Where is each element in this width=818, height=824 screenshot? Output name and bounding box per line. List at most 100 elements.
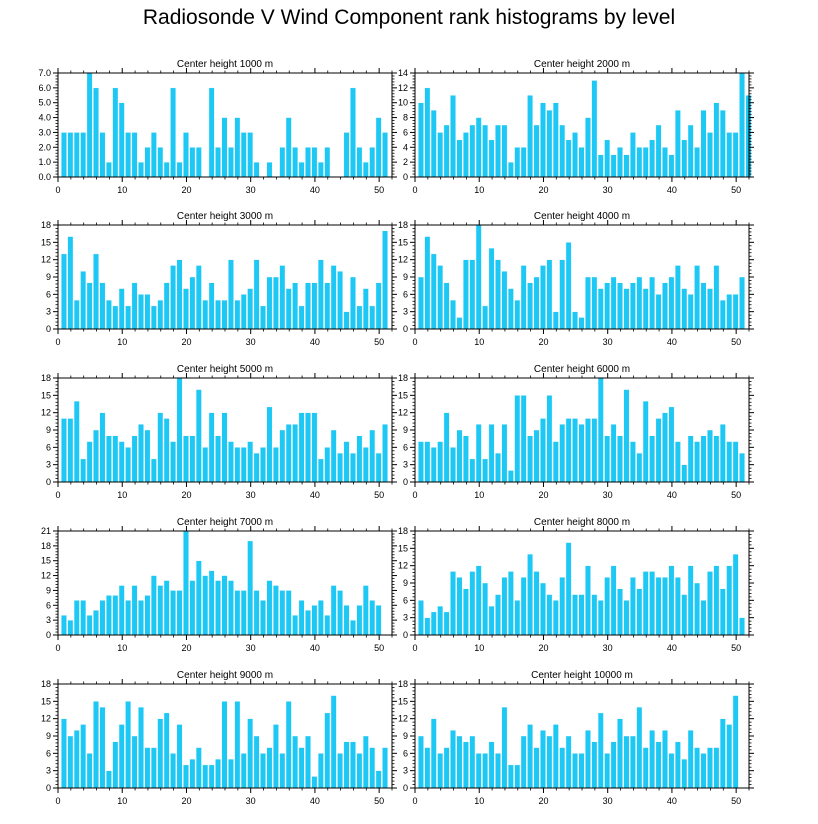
y-tick-label: 18 [41,220,51,230]
bar [93,610,99,636]
bar [61,132,67,178]
bar [623,389,630,483]
bar [176,724,183,789]
bar [99,412,106,483]
bar [382,747,388,789]
bar [311,776,318,789]
bar [713,565,720,636]
bar [234,117,241,178]
bar [604,282,611,330]
panel-5: Center height 5000 m 0 3 6 9 12 15 18 0 10 20 30 40 5… [41,364,397,500]
y-tick-label: 18 [41,373,51,383]
bar [215,758,221,789]
bar [462,741,469,789]
bar [189,435,196,483]
x-tick-label: 0 [55,490,60,500]
bar [105,435,112,483]
bar [350,452,356,483]
bar [362,447,369,483]
bar [687,730,694,789]
bar [585,276,591,330]
panel-title: Center height 3000 m [177,211,273,222]
y-tick-label: 15 [398,237,408,247]
bar [443,611,450,636]
x-tick-label: 30 [603,185,613,195]
bar [176,259,183,330]
bar [234,447,241,483]
bar [317,600,324,636]
bar [732,695,739,789]
bar [443,282,450,330]
bar [195,389,202,483]
bar [215,299,221,330]
bar [617,435,623,483]
bar [369,305,376,330]
bar [292,147,299,178]
y-tick-label: 6 [403,289,408,299]
bar [642,400,649,483]
bar [240,132,247,178]
bar [462,259,469,330]
bar [67,619,74,636]
bar [668,276,675,330]
bar [285,590,292,636]
y-tick-label: 10 [398,98,408,108]
x-tick-label: 10 [117,337,127,347]
y-tick-label: 12 [41,255,51,265]
bar [382,230,388,330]
y-tick-label: 5.0 [38,98,51,108]
bar [105,595,112,636]
bar [585,565,591,636]
x-tick-label: 50 [374,643,384,653]
x-tick-label: 0 [55,643,60,653]
bar [183,435,189,483]
bar [514,764,521,789]
bar [674,109,681,178]
bar [221,117,228,178]
bar [649,571,656,636]
y-tick-label: 18 [41,679,51,689]
bar [437,132,444,178]
bar [732,441,739,483]
y-tick-label: 6.0 [38,83,51,93]
y-tick-label: 3 [46,615,51,625]
bar [418,102,424,178]
bar [546,735,553,789]
bar [260,753,266,789]
x-tick-label: 30 [603,337,613,347]
bar [298,412,305,483]
bar [713,435,720,483]
bar [418,276,424,330]
x-tick-label: 40 [667,185,677,195]
bar [157,147,164,178]
bar [61,418,67,483]
bar [456,577,463,636]
bar [469,735,476,789]
x-tick-label: 0 [412,490,417,500]
x-tick-label: 20 [181,185,191,195]
bar [125,447,132,483]
bar [462,588,469,636]
bar [189,276,196,330]
bar [597,712,604,789]
bar [430,109,437,178]
figure-title: Radiosonde V Wind Component rank histogr… [142,6,676,29]
x-tick-label: 10 [117,796,127,806]
bar [202,764,209,789]
bar [208,87,215,178]
bar [482,458,489,483]
y-tick-label: 12 [398,83,408,93]
bar [195,747,202,789]
bar [726,565,733,636]
bar [655,418,662,483]
bar [533,276,540,330]
bar [131,585,138,636]
bar [739,276,745,330]
bar [495,452,501,483]
panel-title: Center height 10000 m [531,670,633,681]
bar [375,605,382,636]
y-tick-label: 12 [398,408,408,418]
bar [176,377,183,483]
bar [462,435,469,483]
bar [247,540,254,636]
